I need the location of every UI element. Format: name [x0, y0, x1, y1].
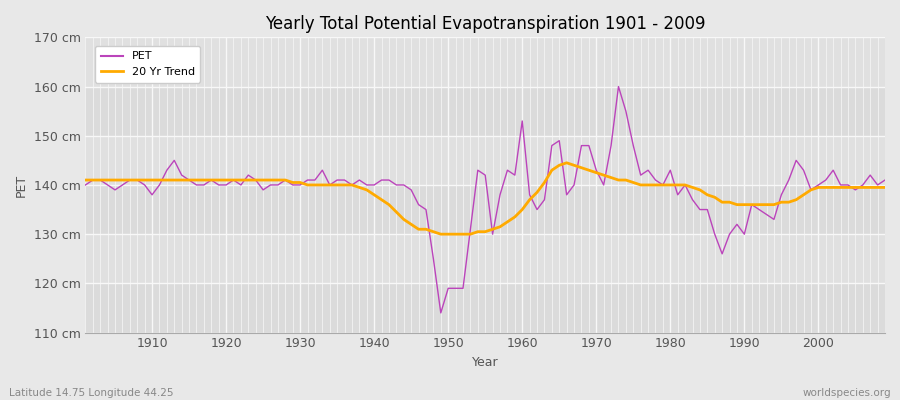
- Bar: [86, 86, 885, 136]
- Text: Latitude 14.75 Longitude 44.25: Latitude 14.75 Longitude 44.25: [9, 388, 174, 398]
- X-axis label: Year: Year: [472, 356, 499, 369]
- Text: worldspecies.org: worldspecies.org: [803, 388, 891, 398]
- Bar: [86, 185, 885, 234]
- Title: Yearly Total Potential Evapotranspiration 1901 - 2009: Yearly Total Potential Evapotranspiratio…: [265, 15, 706, 33]
- Legend: PET, 20 Yr Trend: PET, 20 Yr Trend: [95, 46, 201, 82]
- Y-axis label: PET: PET: [15, 173, 28, 196]
- Bar: [86, 283, 885, 332]
